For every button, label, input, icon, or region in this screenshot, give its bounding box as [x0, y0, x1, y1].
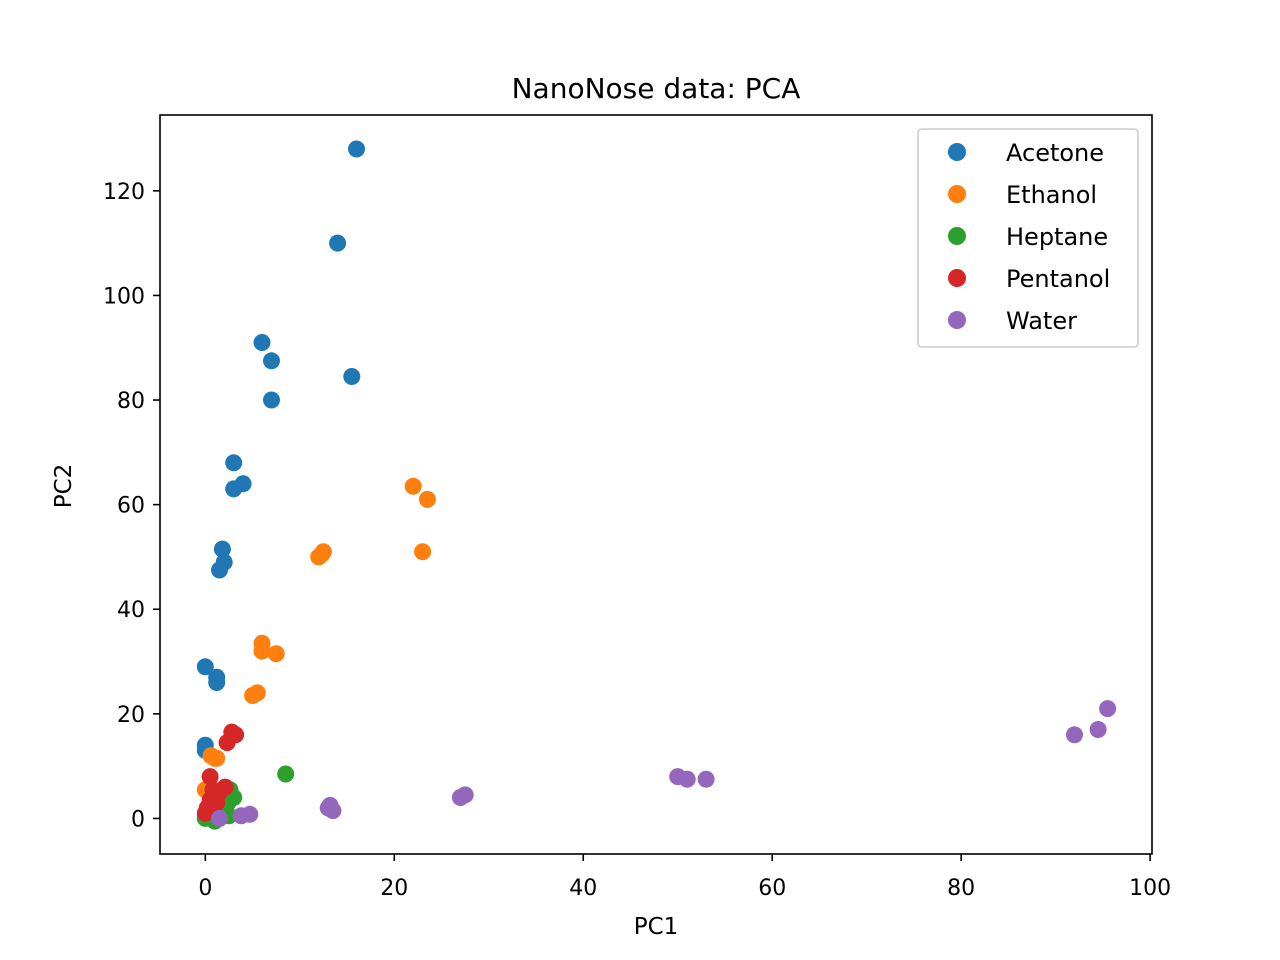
- point-water-5: [697, 770, 715, 788]
- legend-label-pentanol: Pentanol: [1006, 265, 1110, 293]
- x-tick-label-100: 100: [1129, 876, 1171, 901]
- legend-box: [917, 128, 1139, 348]
- y-tick-label-0: 0: [131, 807, 145, 832]
- point-acetone-14: [208, 674, 226, 691]
- y-tick-label-120: 120: [103, 180, 145, 205]
- series-acetone: [196, 140, 365, 759]
- series-ethanol: [196, 477, 436, 799]
- plot-frame: [159, 114, 1153, 855]
- point-ethanol-13: [208, 749, 226, 767]
- legend-marker-acetone: [948, 143, 966, 161]
- point-water-0: [1099, 700, 1117, 718]
- legend-label-acetone: Acetone: [1006, 139, 1104, 167]
- point-acetone-1: [329, 234, 347, 252]
- point-acetone-6: [225, 454, 243, 472]
- point-ethanol-0: [404, 477, 422, 495]
- point-water-13: [211, 809, 228, 827]
- x-axis-label: PC1: [634, 914, 679, 940]
- point-acetone-2: [253, 334, 271, 351]
- y-tick-label-100: 100: [103, 284, 145, 309]
- legend-item-water: Water: [948, 307, 1077, 335]
- point-acetone-4: [343, 368, 361, 385]
- point-acetone-5: [263, 391, 280, 409]
- point-water-1: [1089, 721, 1107, 738]
- y-tick-label-60: 60: [117, 494, 145, 519]
- point-pentanol-10: [196, 804, 214, 822]
- point-pentanol-3: [201, 768, 219, 786]
- x-axis-ticks: 0 20 40 60 80 100: [198, 854, 1171, 901]
- x-tick-label-40: 40: [569, 876, 597, 901]
- point-ethanol-7: [253, 642, 271, 660]
- legend-item-acetone: Acetone: [948, 139, 1104, 167]
- x-tick-label-80: 80: [947, 876, 975, 901]
- series-water: [211, 700, 1117, 827]
- point-ethanol-1: [418, 490, 436, 508]
- point-ethanol-8: [267, 645, 285, 663]
- legend-marker-pentanol: [948, 269, 966, 287]
- legend-item-ethanol: Ethanol: [948, 181, 1097, 209]
- point-acetone-3: [263, 352, 280, 370]
- point-acetone-11: [211, 561, 228, 579]
- legend-marker-water: [948, 311, 966, 329]
- point-water-4: [678, 770, 696, 788]
- point-pentanol-2: [218, 734, 236, 752]
- point-acetone-12: [196, 658, 214, 676]
- legend-label-ethanol: Ethanol: [1006, 181, 1097, 209]
- point-water-12: [232, 807, 250, 825]
- x-tick-label-0: 0: [198, 876, 212, 901]
- y-tick-label-40: 40: [117, 598, 145, 623]
- series-pentanol: [196, 723, 245, 822]
- x-tick-label-20: 20: [380, 876, 408, 901]
- y-tick-label-80: 80: [117, 389, 145, 414]
- legend-item-pentanol: Pentanol: [948, 265, 1110, 293]
- x-tick-label-60: 60: [758, 876, 786, 901]
- point-acetone-0: [348, 140, 365, 158]
- points-layer: [196, 140, 1117, 830]
- chart-title: NanoNose data: PCA: [512, 72, 801, 105]
- point-acetone-8: [225, 480, 243, 498]
- point-water-10: [324, 802, 342, 820]
- point-acetone-9: [213, 540, 231, 558]
- point-heptane-0: [277, 765, 295, 783]
- point-ethanol-5: [310, 548, 328, 566]
- point-water-7: [451, 789, 469, 806]
- y-tick-label-20: 20: [117, 703, 145, 728]
- point-ethanol-2: [414, 543, 432, 561]
- legend-label-heptane: Heptane: [1006, 223, 1108, 251]
- legend-item-heptane: Heptane: [948, 223, 1108, 251]
- legend-label-water: Water: [1006, 307, 1077, 335]
- legend-marker-ethanol: [948, 185, 966, 203]
- legend-marker-heptane: [948, 227, 966, 245]
- legend: Acetone Ethanol Heptane Pentanol Water: [917, 128, 1139, 348]
- y-axis-ticks: 0 20 40 60 80 100 120: [103, 180, 160, 832]
- y-axis-label: PC2: [51, 464, 77, 509]
- point-ethanol-10: [244, 687, 262, 704]
- point-water-2: [1066, 726, 1083, 744]
